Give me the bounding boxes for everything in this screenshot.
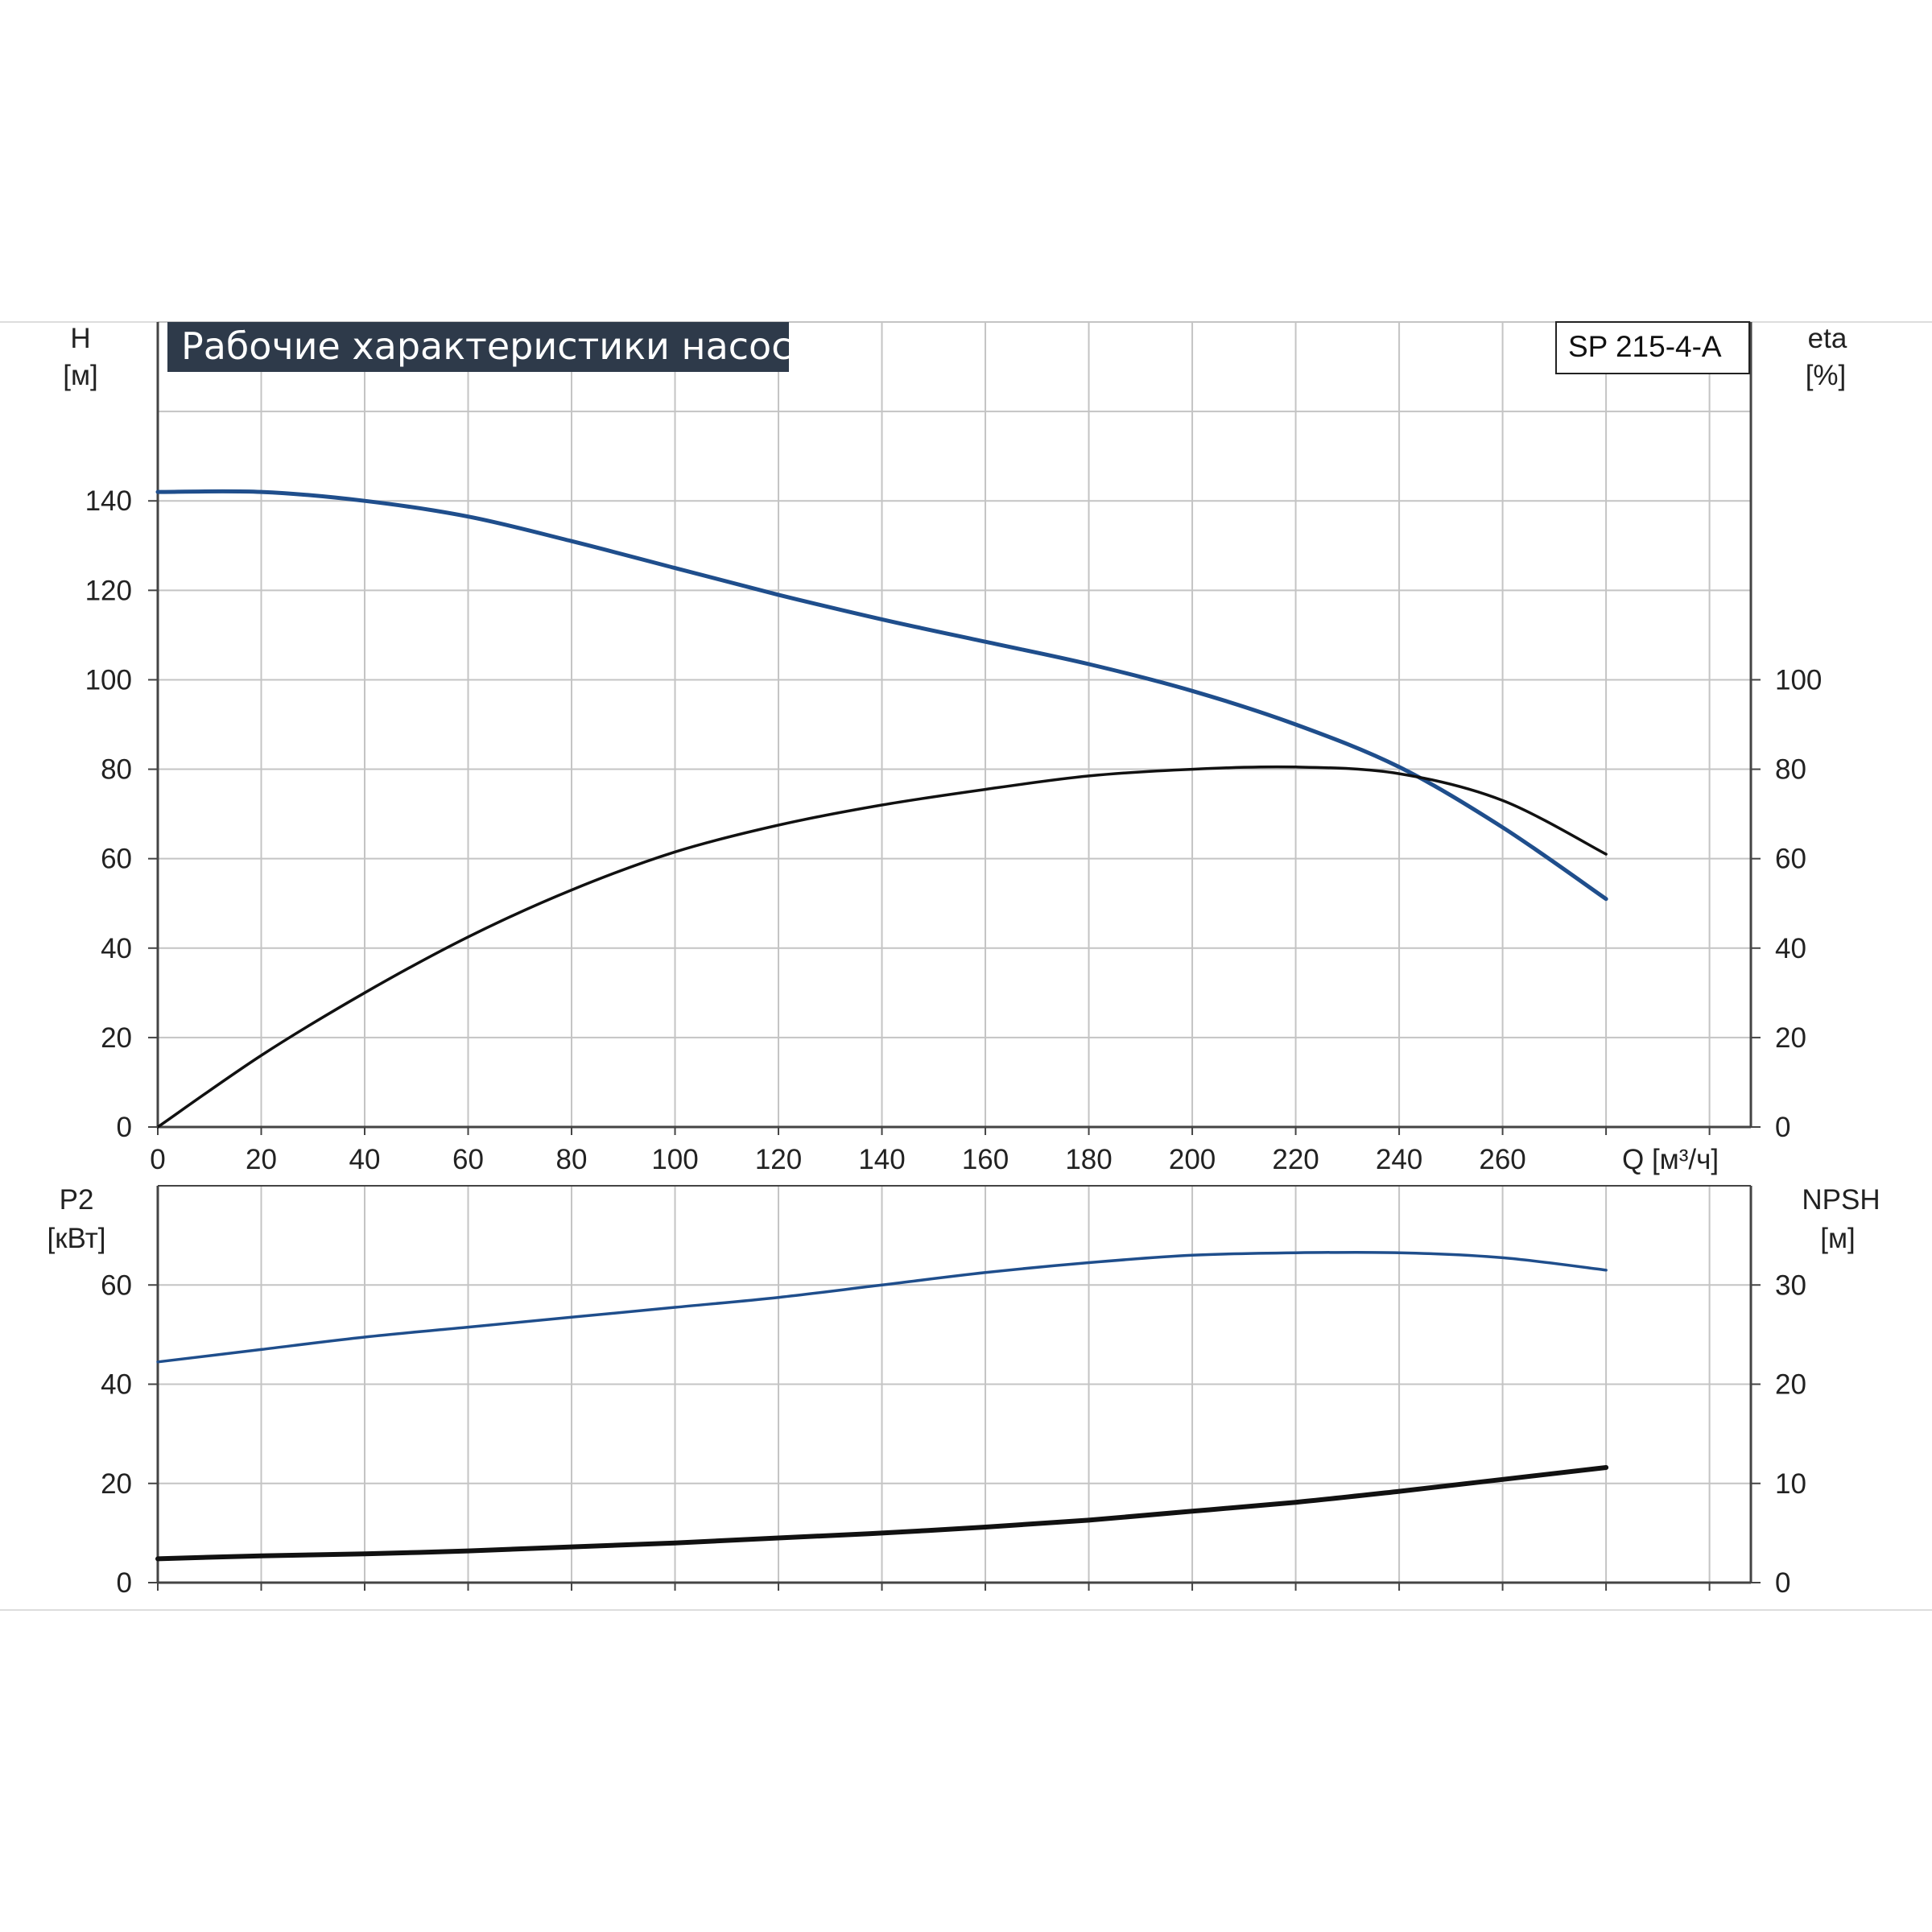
upper-right-tick-label: 0 (1775, 1112, 1790, 1143)
lower-right-tick-label: 20 (1775, 1369, 1806, 1401)
upper-right-axis-label-line2: [%] (1806, 360, 1847, 391)
lower-right-tick-label: 10 (1775, 1468, 1806, 1500)
upper-left-axis-label-line1: H (70, 323, 90, 354)
lower-right-tick-label: 30 (1775, 1269, 1806, 1301)
upper-series-line-blue (155, 489, 1608, 902)
lower-left-axis-label-line2: [кВт] (47, 1223, 106, 1254)
upper-x-tick-label: 200 (1169, 1144, 1216, 1175)
upper-right-axis-label-line1: eta (1808, 323, 1847, 354)
upper-x-tick-label: 40 (349, 1144, 381, 1175)
upper-right-tick-label: 80 (1775, 754, 1806, 786)
upper-x-tick-label: 240 (1376, 1144, 1422, 1175)
upper-left-tick-label: 0 (117, 1112, 132, 1143)
x-axis-label: Q [м³/ч] (1622, 1144, 1719, 1175)
upper-left-tick-label: 140 (85, 485, 132, 517)
upper-x-tick-label: 120 (755, 1144, 802, 1175)
lower-left-tick-label: 20 (101, 1468, 132, 1500)
chart-title-box (167, 322, 789, 372)
upper-left-tick-label: 20 (101, 1022, 132, 1054)
lower-plot-grid (156, 1185, 1752, 1591)
upper-x-tick-label: 140 (858, 1144, 905, 1175)
upper-x-tick-label: 60 (452, 1144, 484, 1175)
upper-x-tick-label: 180 (1065, 1144, 1112, 1175)
upper-left-tick-label: 40 (101, 933, 132, 964)
lower-right-axis-label-line2: [м] (1820, 1223, 1856, 1254)
lower-left-tick-label: 60 (101, 1269, 132, 1301)
lower-left-tick-label: 40 (101, 1369, 132, 1401)
upper-x-tick-label: 0 (150, 1144, 165, 1175)
upper-x-tick-label: 220 (1272, 1144, 1319, 1175)
lower-plot-ticks: 0 20 40 60 0 10 20 30 (101, 1269, 1806, 1599)
upper-left-axis-label-line2: [м] (63, 360, 98, 391)
model-label: SP 215-4-A (1568, 330, 1722, 363)
lower-series-line-blue (156, 1250, 1608, 1364)
lower-left-tick-label: 0 (117, 1567, 132, 1599)
upper-left-tick-label: 100 (85, 664, 132, 696)
lower-right-tick-label: 0 (1775, 1567, 1790, 1599)
upper-x-tick-label: 260 (1479, 1144, 1525, 1175)
model-box (1555, 321, 1750, 374)
upper-left-tick-label: 120 (85, 575, 132, 606)
upper-right-tick-label: 60 (1775, 844, 1806, 875)
upper-left-tick-label: 60 (101, 844, 132, 875)
upper-plot-ticks: 0 20 40 60 80 100 120 140 0 20 40 60 80 100 0 20 40 60 80 1… (85, 485, 1823, 1175)
upper-plot-grid (156, 321, 1752, 1135)
upper-x-tick-label: 80 (556, 1144, 588, 1175)
upper-x-tick-label: 160 (962, 1144, 1009, 1175)
upper-right-tick-label: 20 (1775, 1022, 1806, 1054)
upper-left-tick-label: 80 (101, 754, 132, 786)
lower-left-axis-label-line1: P2 (60, 1184, 94, 1216)
upper-right-tick-label: 100 (1775, 664, 1822, 696)
upper-series-line-black (156, 765, 1608, 1129)
upper-plot-series (155, 489, 1608, 1129)
lower-series-line-black (155, 1465, 1609, 1562)
upper-x-tick-label: 100 (651, 1144, 698, 1175)
chart-title: Рабочие характеристики насоса (181, 324, 815, 368)
upper-x-tick-label: 20 (246, 1144, 277, 1175)
lower-right-axis-label-line1: NPSH (1802, 1184, 1880, 1216)
lower-plot-series (155, 1250, 1609, 1562)
upper-right-tick-label: 40 (1775, 933, 1806, 964)
